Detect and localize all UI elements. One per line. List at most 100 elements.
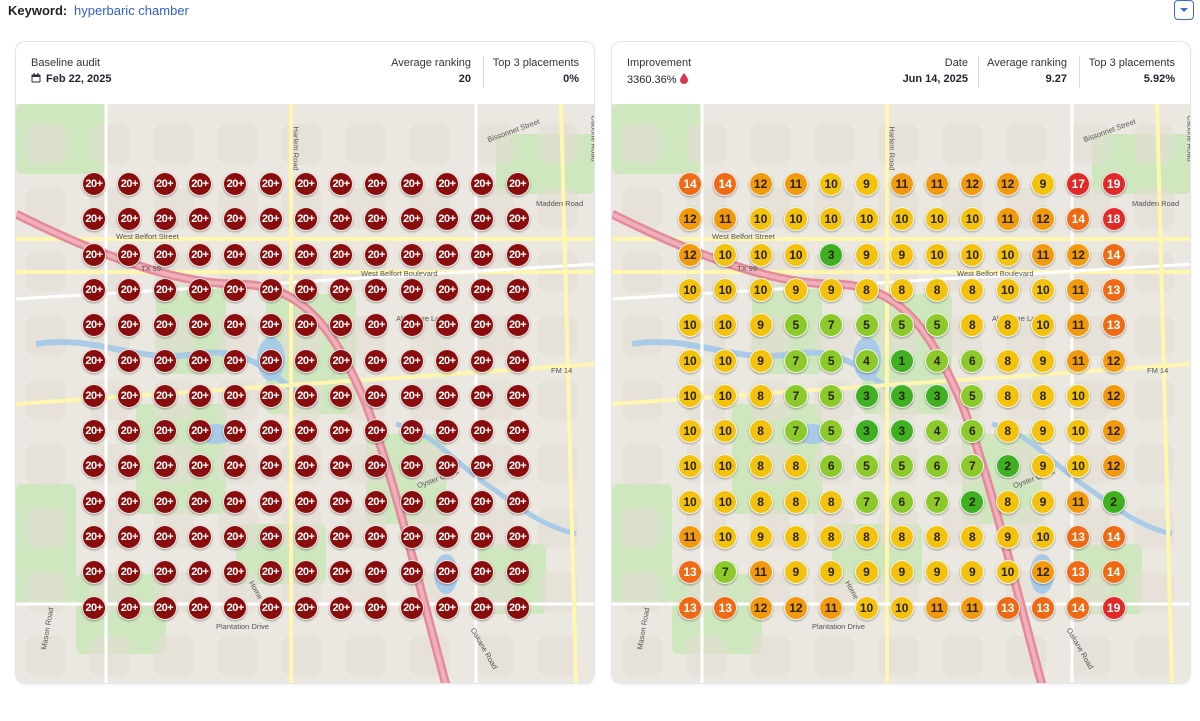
rank-pin[interactable]: 12 (1101, 348, 1126, 373)
rank-pin[interactable]: 20+ (187, 419, 212, 444)
rank-pin[interactable]: 10 (995, 242, 1020, 267)
rank-pin[interactable]: 3 (925, 383, 950, 408)
rank-pin[interactable]: 12 (1066, 242, 1091, 267)
rank-pin[interactable]: 8 (960, 525, 985, 549)
rank-pin[interactable]: 20+ (329, 383, 354, 408)
rank-pin[interactable]: 13 (1066, 560, 1091, 585)
rank-pin[interactable]: 20+ (223, 454, 248, 479)
rank-pin[interactable]: 9 (854, 242, 879, 267)
rank-pin[interactable]: 14 (1101, 242, 1126, 267)
rank-pin[interactable]: 20+ (470, 207, 495, 232)
rank-pin[interactable]: 20+ (223, 383, 248, 408)
rank-pin[interactable]: 10 (748, 277, 773, 302)
rank-pin[interactable]: 4 (925, 419, 950, 444)
rank-pin[interactable]: 20+ (223, 242, 248, 267)
rank-pin[interactable]: 20+ (187, 348, 212, 373)
rank-pin[interactable]: 5 (783, 313, 808, 338)
rank-pin[interactable]: 20+ (293, 489, 318, 514)
rank-pin[interactable]: 20+ (399, 313, 424, 338)
rank-pin[interactable]: 20+ (117, 242, 142, 267)
rank-pin[interactable]: 20+ (435, 277, 459, 302)
rank-pin[interactable]: 10 (1066, 454, 1091, 479)
rank-pin[interactable]: 20+ (329, 207, 354, 232)
rank-pin[interactable]: 20+ (435, 419, 459, 444)
rank-pin[interactable]: 20+ (505, 207, 530, 232)
rank-pin[interactable]: 12 (1031, 560, 1055, 585)
rank-pin[interactable]: 4 (925, 348, 950, 373)
rank-pin[interactable]: 20+ (505, 172, 530, 196)
rank-pin[interactable]: 20+ (329, 525, 354, 549)
rank-pin[interactable]: 10 (713, 454, 738, 479)
rank-pin[interactable]: 20+ (258, 313, 283, 338)
rank-pin[interactable]: 20+ (258, 277, 283, 302)
rank-pin[interactable]: 20+ (258, 348, 283, 373)
rank-pin[interactable]: 20+ (399, 242, 424, 267)
rank-pin[interactable]: 20+ (82, 419, 106, 444)
rank-pin[interactable]: 20+ (223, 489, 248, 514)
rank-pin[interactable]: 20+ (364, 348, 389, 373)
rank-pin[interactable]: 20+ (505, 454, 530, 479)
rank-pin[interactable]: 8 (819, 525, 844, 549)
rank-pin[interactable]: 20+ (82, 348, 106, 373)
rank-pin[interactable]: 8 (995, 313, 1020, 338)
rank-pin[interactable]: 20+ (258, 242, 283, 267)
rank-pin[interactable]: 9 (960, 560, 985, 585)
rank-pin[interactable]: 20+ (152, 313, 177, 338)
rank-pin[interactable]: 8 (748, 419, 773, 444)
rank-pin[interactable]: 8 (995, 489, 1020, 514)
rank-pin[interactable]: 20+ (152, 207, 177, 232)
rank-pin[interactable]: 10 (995, 277, 1020, 302)
rank-pin[interactable]: 10 (854, 207, 879, 232)
rank-pin[interactable]: 20+ (329, 277, 354, 302)
rank-pin[interactable]: 20+ (223, 525, 248, 549)
rank-pin[interactable]: 20+ (152, 489, 177, 514)
rank-pin[interactable]: 20+ (293, 560, 318, 585)
rank-pin[interactable]: 20+ (152, 242, 177, 267)
rank-pin[interactable]: 11 (678, 525, 702, 549)
rank-pin[interactable]: 20+ (470, 595, 495, 620)
rank-pin[interactable]: 19 (1101, 595, 1126, 620)
rank-pin[interactable]: 8 (925, 277, 950, 302)
rank-pin[interactable]: 20+ (364, 560, 389, 585)
rank-pin[interactable]: 5 (854, 313, 879, 338)
rank-pin[interactable]: 10 (678, 313, 702, 338)
rank-pin[interactable]: 20+ (117, 348, 142, 373)
rank-pin[interactable]: 20+ (117, 560, 142, 585)
rank-pin[interactable]: 20+ (187, 383, 212, 408)
rank-pin[interactable]: 13 (1101, 277, 1126, 302)
rank-pin[interactable]: 8 (889, 277, 914, 302)
rank-pin[interactable]: 12 (678, 207, 702, 232)
rank-pin[interactable]: 10 (713, 383, 738, 408)
rank-pin[interactable]: 20+ (258, 489, 283, 514)
rank-pin[interactable]: 13 (1031, 595, 1055, 620)
rank-pin[interactable]: 14 (1101, 560, 1126, 585)
rank-pin[interactable]: 20+ (293, 277, 318, 302)
rank-pin[interactable]: 20+ (82, 489, 106, 514)
rank-pin[interactable]: 20+ (82, 277, 106, 302)
rank-pin[interactable]: 12 (1101, 454, 1126, 479)
rank-pin[interactable]: 20+ (152, 419, 177, 444)
rank-pin[interactable]: 9 (1031, 172, 1055, 196)
rank-pin[interactable]: 20+ (187, 595, 212, 620)
rank-pin[interactable]: 20+ (399, 277, 424, 302)
rank-pin[interactable]: 17 (1066, 172, 1091, 196)
rank-pin[interactable]: 8 (783, 454, 808, 479)
rank-pin[interactable]: 10 (995, 560, 1020, 585)
rank-pin[interactable]: 20+ (223, 595, 248, 620)
rank-pin[interactable]: 9 (783, 560, 808, 585)
rank-pin[interactable]: 20+ (223, 277, 248, 302)
rank-pin[interactable]: 20+ (187, 277, 212, 302)
rank-pin[interactable]: 20+ (505, 489, 530, 514)
rank-pin[interactable]: 20+ (470, 454, 495, 479)
rank-pin[interactable]: 8 (960, 277, 985, 302)
rank-pin[interactable]: 5 (819, 383, 844, 408)
rank-pin[interactable]: 5 (889, 454, 914, 479)
rank-pin[interactable]: 20+ (364, 419, 389, 444)
rank-pin[interactable]: 3 (889, 419, 914, 444)
rank-pin[interactable]: 20+ (470, 313, 495, 338)
rank-pin[interactable]: 20+ (223, 207, 248, 232)
rank-pin[interactable]: 8 (783, 525, 808, 549)
rank-pin[interactable]: 8 (995, 348, 1020, 373)
rank-pin[interactable]: 20+ (258, 560, 283, 585)
keyword-dropdown-button[interactable] (1174, 0, 1194, 20)
